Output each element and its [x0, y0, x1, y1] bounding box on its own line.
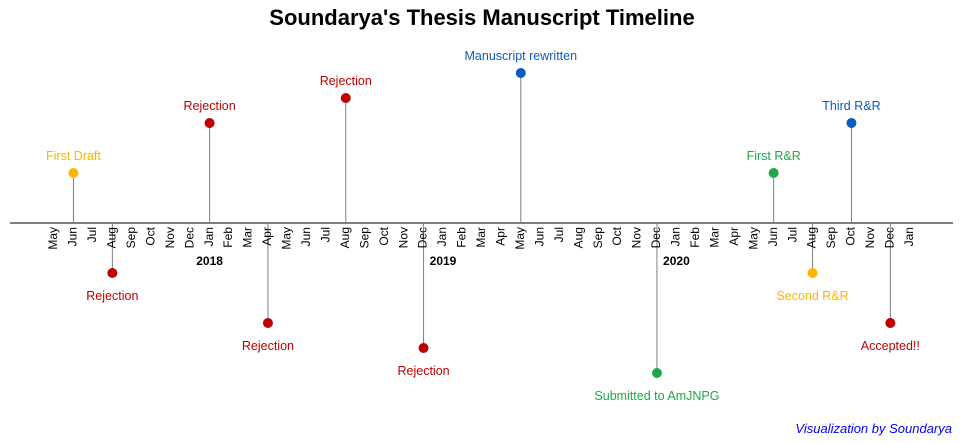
month-tick-label: Oct [143, 226, 157, 245]
month-tick-label: Jun [766, 227, 780, 246]
month-tick-label: Jan [669, 227, 683, 246]
event-label: Rejection [184, 99, 236, 113]
month-tick-label: Jun [66, 227, 80, 246]
month-tick-label: Apr [727, 227, 741, 246]
month-tick-label: Nov [630, 227, 644, 248]
month-tick-label: May [746, 227, 760, 250]
event-label: Second R&R [776, 289, 848, 303]
month-tick-label: Jul [318, 227, 332, 242]
year-tick-label: 2019 [430, 254, 457, 268]
year-tick-label: 2020 [663, 254, 690, 268]
month-tick-label: Oct [377, 226, 391, 245]
month-tick-label: Sep [124, 227, 138, 249]
month-tick-label: Nov [163, 227, 177, 248]
month-tick-label: Sep [824, 227, 838, 249]
event-stems [72, 73, 891, 373]
month-tick-label: Dec [649, 227, 663, 248]
month-tick-label: May [46, 227, 60, 250]
month-tick-labels: May Jun Jul Aug Sep Oct Nov Dec Jan Feb Mar Apr May J… [46, 226, 916, 249]
chart-caption: Visualization by Soundarya [795, 421, 952, 436]
event-label: Third R&R [822, 99, 880, 113]
month-tick-label: Aug [571, 227, 585, 248]
event-label: Rejection [320, 74, 372, 88]
month-tick-label: Feb [688, 227, 702, 248]
month-tick-label: Sep [357, 227, 371, 249]
event-label: Rejection [397, 364, 449, 378]
month-tick-label: Dec [182, 227, 196, 248]
year-tick-labels: 2018 2019 2020 [196, 254, 690, 268]
event-point [768, 168, 779, 178]
month-tick-label: Nov [863, 227, 877, 248]
event-point [515, 68, 526, 78]
month-tick-label: Oct [844, 226, 858, 245]
month-tick-label: Feb [455, 227, 469, 248]
month-tick-label: Dec [883, 227, 897, 248]
month-tick-label: Mar [707, 227, 721, 248]
chart-title: Soundarya's Thesis Manuscript Timeline [269, 5, 694, 30]
month-tick-label: Jan [902, 227, 916, 246]
month-tick-label: Feb [221, 227, 235, 248]
event-label: Submitted to AmJNPG [594, 389, 719, 403]
year-tick-label: 2018 [196, 254, 223, 268]
month-tick-label: Jul [785, 227, 799, 242]
month-tick-label: Aug [338, 227, 352, 248]
event-point [418, 343, 429, 353]
event-point [885, 318, 896, 328]
event-label: First Draft [46, 149, 101, 163]
month-tick-label: Nov [396, 227, 410, 248]
month-tick-label: Mar [474, 227, 488, 248]
month-tick-label: Jun [299, 227, 313, 246]
month-tick-label: May [513, 227, 527, 250]
event-label: Accepted!! [861, 339, 920, 353]
event-point [107, 268, 118, 278]
event-point [204, 118, 215, 128]
month-tick-label: Apr [260, 227, 274, 246]
event-label: Manuscript rewritten [465, 49, 578, 63]
event-label: Rejection [242, 339, 294, 353]
month-tick-label: Aug [805, 227, 819, 248]
month-tick-label: Dec [416, 227, 430, 248]
event-point [262, 318, 273, 328]
month-tick-label: Oct [610, 226, 624, 245]
month-tick-label: Aug [105, 227, 119, 248]
month-tick-label: Mar [241, 227, 255, 248]
month-tick-label: May [280, 227, 294, 250]
month-tick-label: Jul [85, 227, 99, 242]
event-point [340, 93, 351, 103]
event-label: Rejection [86, 289, 138, 303]
event-point [68, 168, 79, 178]
month-tick-label: Sep [591, 227, 605, 249]
event-points [68, 68, 896, 378]
event-point [846, 118, 857, 128]
event-label: First R&R [747, 149, 801, 163]
event-point [807, 268, 818, 278]
month-tick-label: Jan [435, 227, 449, 246]
month-tick-label: Jul [552, 227, 566, 242]
month-tick-label: Apr [494, 227, 508, 246]
event-point [651, 368, 662, 378]
month-tick-label: Jun [532, 227, 546, 246]
event-labels: First Draft Rejection Rejection Rejection Re… [46, 49, 920, 403]
month-tick-label: Jan [202, 227, 216, 246]
